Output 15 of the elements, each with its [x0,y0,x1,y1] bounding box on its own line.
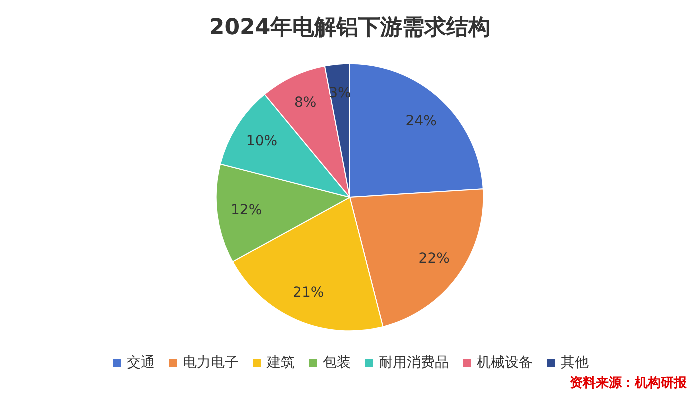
legend-label: 交通 [127,355,155,371]
legend-label: 其他 [561,355,589,371]
chart-title: 2024年电解铝下游需求结构 [209,16,491,40]
legend-label: 机械设备 [477,355,533,371]
data-label: 8% [294,95,317,112]
data-label: 22% [418,250,450,267]
text: 资料来源：机构研报 [570,376,688,391]
legend-label: 电力电子 [183,355,239,371]
data-label: 10% [246,134,278,150]
data-label: 12% [231,202,262,219]
legend-label: 包装 [323,355,351,371]
data-label: 24% [406,114,437,130]
legend-label: 建筑 [266,355,295,371]
legend-label: 耐用消费品 [379,355,449,371]
data-label: 21% [293,285,324,302]
